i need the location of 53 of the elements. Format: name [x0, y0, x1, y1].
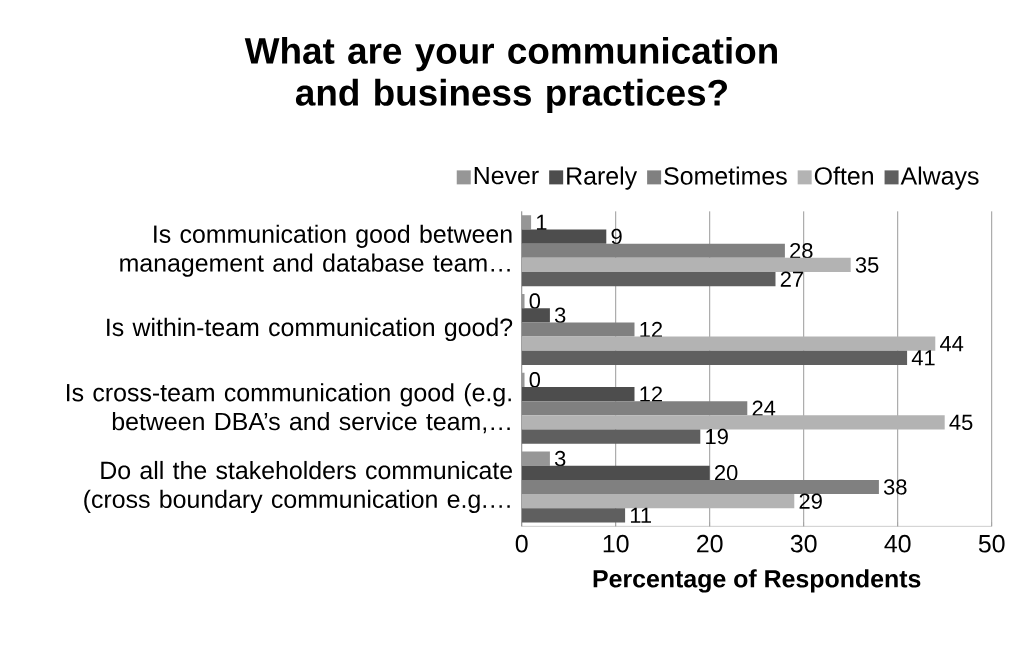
bar: [521, 386, 635, 402]
bar: [521, 494, 795, 509]
bar: [521, 257, 851, 272]
data-label: 45: [949, 414, 973, 431]
data-label: 12: [640, 321, 662, 338]
legend-label: Rarely: [567, 166, 638, 190]
y-tick-label: Do all the stakeholders communicate (cross boundary communication e.g.…: [84, 460, 513, 514]
data-label: 20: [715, 465, 738, 481]
data-label: 1: [536, 214, 547, 230]
bar: [521, 451, 550, 466]
bar: [521, 229, 607, 244]
x-tick-label: 50: [978, 534, 1005, 553]
x-axis-title: Percentage of Respondents: [593, 569, 921, 593]
y-tick-label: Is communication good between management and database team…: [120, 224, 512, 277]
data-label: 0: [529, 372, 541, 388]
data-label: 41: [911, 350, 935, 366]
bar: [521, 350, 908, 365]
bar: [521, 415, 945, 430]
x-tick-label: 30: [790, 534, 817, 553]
data-label: 9: [611, 228, 622, 245]
y-tick-label: Is within-team communication good?: [107, 317, 513, 342]
x-tick-label: 20: [697, 534, 723, 553]
legend-label: Always: [900, 166, 979, 190]
data-label: 28: [790, 242, 813, 259]
data-label: 38: [883, 479, 907, 495]
data-label: 35: [855, 257, 879, 273]
bar: [521, 308, 550, 323]
x-tick-label: 0: [515, 534, 528, 553]
chart-title: What are your communication and business practices?: [244, 36, 777, 114]
data-label: 29: [799, 493, 822, 509]
y-tick-label: Is cross-team communication good (e.g. between DBA’s and service team,…: [67, 383, 511, 434]
bar: [521, 372, 525, 387]
x-tick-label: 10: [603, 534, 629, 553]
data-label: 19: [706, 428, 728, 445]
data-label: 3: [554, 307, 566, 324]
legend-label: Never: [474, 166, 539, 185]
data-label: 3: [554, 450, 566, 467]
data-label: 24: [752, 400, 776, 416]
bar: [521, 215, 532, 230]
data-label: 27: [780, 271, 803, 287]
legend-label: Often: [814, 166, 873, 185]
data-label: 12: [640, 386, 662, 402]
bar: [521, 465, 710, 480]
bar: [521, 508, 626, 523]
bar: [521, 336, 936, 351]
data-label: 0: [529, 293, 541, 309]
data-label: 11: [630, 507, 651, 523]
bar: [521, 294, 525, 309]
x-tick-label: 40: [884, 534, 911, 553]
data-label: 44: [939, 336, 964, 352]
legend-label: Sometimes: [664, 166, 787, 185]
bar: [521, 271, 776, 287]
bar: [521, 429, 701, 444]
